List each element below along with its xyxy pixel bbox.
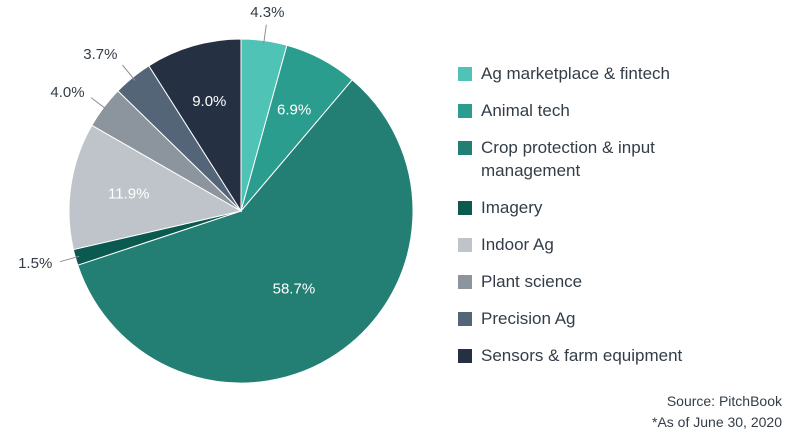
legend-item-ag-marketplace-fintech: Ag marketplace & fintech <box>458 62 788 85</box>
pie-chart-svg: 4.3% 6.9% 58.7% 1.5% 11.9% 4.0% 3.7% 9.0% <box>18 4 414 384</box>
legend-item-plant-science: Plant science <box>458 270 788 293</box>
as-of-note: *As of June 30, 2020 <box>652 414 782 430</box>
legend-label: Ag marketplace & fintech <box>481 64 670 83</box>
legend-item-imagery: Imagery <box>458 196 788 219</box>
data-label-plant-science: 4.0% <box>50 84 84 101</box>
data-label-crop-protection-input-management: 58.7% <box>273 280 316 297</box>
source-text: Source: PitchBook <box>666 393 782 409</box>
legend-swatch <box>458 141 472 155</box>
leader-line-imagery <box>59 255 80 263</box>
pie-slice-crop-protection-input-management <box>77 79 414 384</box>
data-label-indoor-ag: 11.9% <box>108 185 149 202</box>
chart-legend: Ag marketplace & fintech Animal tech Crop … <box>458 62 788 381</box>
legend-item-precision-ag: Precision Ag <box>458 307 788 330</box>
legend-swatch <box>458 201 472 215</box>
legend-swatch <box>458 238 472 252</box>
legend-swatch <box>458 67 472 81</box>
legend-label: Crop protection & input management <box>481 138 655 180</box>
data-label-imagery: 1.5% <box>18 255 52 272</box>
legend-label: Plant science <box>481 272 583 291</box>
legend-label: Imagery <box>481 198 543 217</box>
pie-slice-indoor-ag <box>68 124 243 251</box>
legend-label: Animal tech <box>481 101 570 120</box>
legend-item-crop-protection-input-management: Crop protection & input management <box>458 136 788 182</box>
legend-swatch <box>458 349 472 363</box>
legend-item-animal-tech: Animal tech <box>458 99 788 122</box>
pie-slices <box>68 38 414 384</box>
legend-swatch <box>458 312 472 326</box>
legend-label: Sensors & farm equipment <box>481 346 683 365</box>
leader-line-plant-science <box>90 97 108 111</box>
pie-chart: 4.3% 6.9% 58.7% 1.5% 11.9% 4.0% 3.7% 9.0% <box>18 4 414 384</box>
legend-swatch <box>458 275 472 289</box>
data-label-sensors-farm-equipment: 9.0% <box>192 93 226 110</box>
leader-line-precision-ag <box>122 64 136 81</box>
data-label-animal-tech: 6.9% <box>277 102 311 119</box>
chart-footnote: Source: PitchBook *As of June 30, 2020 <box>652 391 782 433</box>
legend-item-sensors-farm-equipment: Sensors & farm equipment <box>458 344 788 367</box>
leader-line-ag-marketplace-fintech <box>263 24 267 45</box>
legend-label: Indoor Ag <box>481 235 554 254</box>
pie-labels: 4.3% 6.9% 58.7% 1.5% 11.9% 4.0% 3.7% 9.0% <box>18 4 315 298</box>
data-label-precision-ag: 3.7% <box>83 46 117 63</box>
pie-slice-sensors-farm-equipment <box>148 38 242 213</box>
data-label-ag-marketplace-fintech: 4.3% <box>250 4 284 21</box>
legend-item-indoor-ag: Indoor Ag <box>458 233 788 256</box>
legend-label: Precision Ag <box>481 309 576 328</box>
legend-swatch <box>458 104 472 118</box>
